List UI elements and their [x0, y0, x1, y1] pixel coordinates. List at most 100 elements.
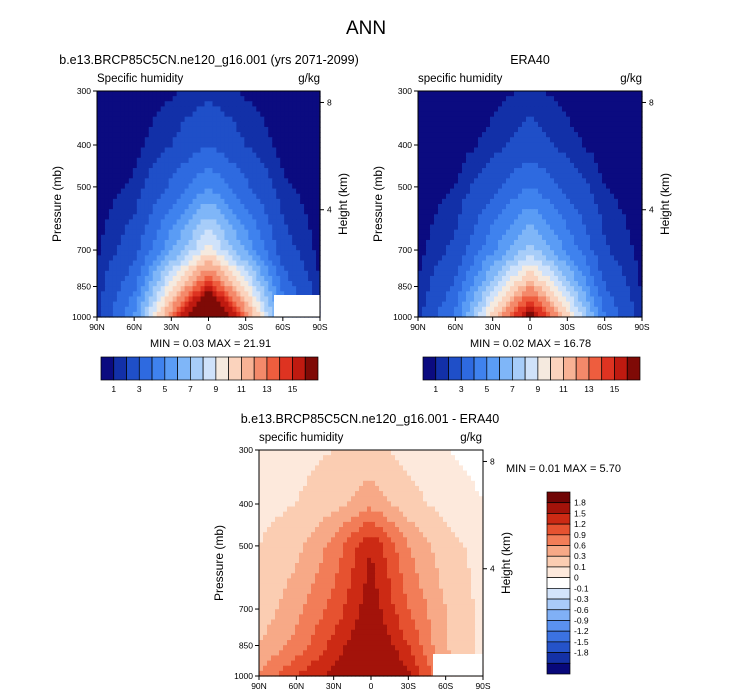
heatmap-cell	[152, 157, 158, 164]
heatmap-cell	[284, 111, 289, 118]
heatmap-cell	[534, 250, 539, 256]
heatmap-cell	[136, 209, 142, 215]
heatmap-cell	[112, 91, 118, 97]
heatmap-cell	[292, 229, 297, 236]
heatmap-cell	[132, 229, 138, 236]
heatmap-cell	[184, 132, 190, 138]
heatmap-cell	[216, 157, 222, 164]
heatmap-cell	[232, 255, 237, 262]
heatmap-cell	[622, 224, 627, 231]
heatmap-cell	[288, 157, 293, 164]
heatmap-cell	[164, 306, 170, 313]
heatmap-cell	[240, 301, 245, 308]
heatmap-cell	[610, 111, 615, 118]
heatmap-cell	[630, 121, 635, 128]
heatmap-cell	[418, 91, 423, 97]
heatmap-cell	[252, 296, 257, 303]
heatmap-cell	[204, 137, 210, 143]
heatmap-cell	[590, 91, 595, 97]
heatmap-cell	[526, 291, 531, 298]
heatmap-cell	[172, 204, 178, 210]
heatmap-cell	[144, 132, 150, 138]
heatmap-cell	[462, 91, 467, 97]
heatmap-cell	[434, 209, 439, 215]
heatmap-cell	[308, 219, 313, 226]
heatmap-cell	[128, 91, 134, 97]
heatmap-cell	[530, 234, 535, 241]
heatmap-cell	[486, 142, 491, 149]
heatmap-cell	[224, 239, 230, 246]
heatmap-cell	[152, 162, 158, 169]
heatmap-cell	[256, 168, 261, 174]
heatmap-cell	[446, 193, 451, 200]
heatmap-cell	[200, 270, 206, 277]
heatmap-cell	[494, 281, 499, 287]
heatmap-cell	[104, 198, 110, 205]
heatmap-cell	[490, 214, 495, 221]
heatmap-cell	[590, 178, 595, 185]
heatmap-cell	[140, 132, 146, 138]
heatmap-cell	[486, 306, 491, 313]
heatmap-cell	[200, 214, 206, 221]
heatmap-cell	[180, 101, 186, 108]
heatmap-cell	[136, 157, 142, 164]
colorbar-swatch	[126, 356, 140, 381]
heatmap-cell	[164, 301, 170, 308]
heatmap-cell	[212, 168, 218, 174]
heatmap-cell	[248, 157, 253, 164]
heatmap-cell	[312, 173, 317, 179]
heatmap-cell	[220, 306, 226, 313]
heatmap-cell	[284, 96, 289, 102]
heatmap-cell	[292, 224, 297, 231]
heatmap-cell	[538, 281, 543, 287]
heatmap-cell	[316, 111, 321, 118]
heatmap-cell	[144, 116, 150, 123]
heatmap-cell	[300, 168, 305, 174]
heatmap-cell	[316, 291, 321, 298]
heatmap-cell	[462, 239, 467, 246]
heatmap-cell	[212, 142, 218, 149]
heatmap-cell	[558, 157, 563, 164]
heatmap-cell	[606, 142, 611, 149]
heatmap-cell	[566, 250, 571, 256]
heatmap-cell	[434, 101, 439, 108]
heatmap-cell	[558, 281, 563, 287]
heatmap-cell	[594, 291, 599, 298]
heatmap-cell	[522, 142, 527, 149]
heatmap-cell	[618, 178, 623, 185]
heatmap-cell	[276, 168, 281, 174]
heatmap-cell	[570, 286, 575, 292]
heatmap-cell	[458, 178, 463, 185]
heatmap-cell	[622, 116, 627, 123]
heatmap-cell	[446, 111, 451, 118]
heatmap-cell	[148, 204, 154, 210]
heatmap-cell	[594, 306, 599, 313]
heatmap-cell	[220, 132, 226, 138]
heatmap-cell	[136, 173, 142, 179]
heatmap-cell	[256, 147, 261, 154]
heatmap-cell	[112, 239, 118, 246]
heatmap-cell	[454, 214, 459, 221]
heatmap-cell	[192, 126, 198, 133]
heatmap-cell	[506, 275, 511, 282]
heatmap-cell	[562, 275, 567, 282]
heatmap-cell	[578, 157, 583, 164]
heatmap-cell	[450, 311, 455, 318]
heatmap-cell	[268, 116, 273, 123]
heatmap-cell	[534, 291, 539, 298]
heatmap-cell	[602, 245, 607, 251]
heatmap-cell	[232, 209, 237, 215]
heatmap-cell	[530, 219, 535, 226]
heatmap-cell	[276, 188, 281, 195]
heatmap-cell	[97, 178, 102, 185]
heatmap-cell	[236, 162, 241, 169]
heatmap-cell	[124, 275, 130, 282]
heatmap-cell	[466, 224, 471, 231]
heatmap-cell	[562, 229, 567, 236]
heatmap-cell	[482, 91, 487, 97]
heatmap-cell	[598, 204, 603, 210]
heatmap-cell	[606, 168, 611, 174]
heatmap-cell	[116, 188, 122, 195]
heatmap-cell	[136, 96, 142, 102]
heatmap-cell	[148, 162, 154, 169]
